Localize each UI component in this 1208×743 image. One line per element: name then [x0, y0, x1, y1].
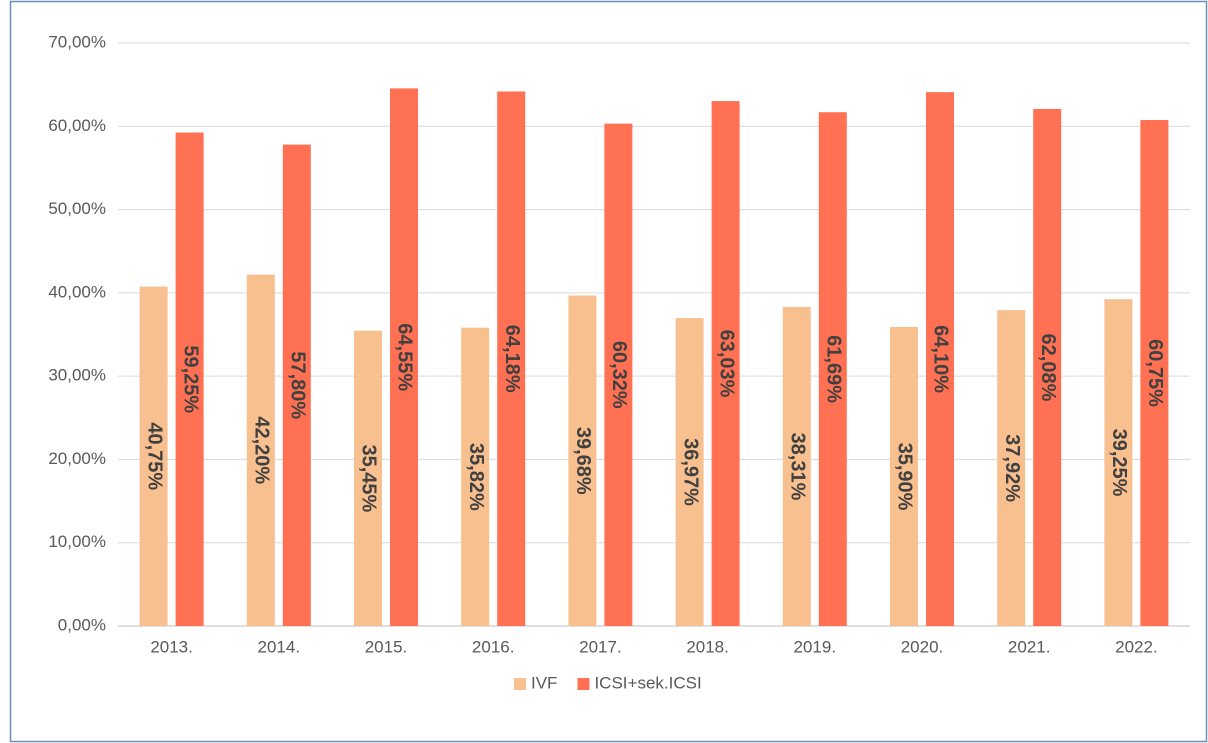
value-label: 57,80%: [287, 351, 309, 419]
x-tick-label: 2015.: [365, 637, 408, 656]
bar: [246, 274, 275, 626]
bar: [675, 318, 704, 626]
bar: [1140, 120, 1169, 627]
x-tick-label: 2017.: [579, 637, 622, 656]
x-tick-label: 2014.: [258, 637, 301, 656]
value-label: 40,75%: [143, 422, 165, 490]
value-label: 62,08%: [1037, 334, 1059, 402]
value-label: 59,25%: [179, 345, 201, 413]
bar: [139, 286, 168, 626]
bar: [390, 88, 418, 626]
bar: [890, 327, 918, 626]
bar: [461, 327, 490, 626]
value-label: 37,92%: [1001, 434, 1023, 502]
bar: [997, 310, 1026, 626]
y-tick-label: 50,00%: [48, 199, 106, 218]
value-label: 35,45%: [358, 444, 380, 512]
value-label: 35,82%: [465, 443, 487, 511]
y-tick-label: 0,00%: [58, 615, 106, 634]
value-label: 39,25%: [1108, 429, 1130, 497]
y-tick-label: 40,00%: [48, 282, 106, 301]
y-tick-label: 60,00%: [48, 116, 106, 135]
bar: [354, 330, 382, 626]
x-tick-label: 2019.: [794, 637, 837, 656]
bar: [818, 112, 847, 626]
value-label: 39,68%: [572, 427, 594, 495]
y-tick-label: 70,00%: [48, 32, 106, 51]
bar: [282, 144, 311, 626]
legend-swatch: [577, 678, 590, 690]
x-tick-label: 2016.: [472, 637, 515, 656]
value-label: 42,20%: [251, 416, 273, 484]
value-label: 60,32%: [608, 341, 630, 409]
value-label: 64,55%: [394, 323, 416, 391]
bar: [1033, 108, 1062, 627]
value-label: 35,90%: [894, 443, 916, 511]
bar: [782, 306, 811, 626]
value-label: 61,69%: [823, 335, 845, 403]
y-tick-label: 30,00%: [48, 366, 106, 385]
bar: [175, 132, 204, 626]
x-tick-label: 2020.: [901, 637, 944, 656]
legend-swatch: [514, 678, 526, 690]
value-label: 36,97%: [679, 438, 701, 506]
bar: [497, 91, 526, 626]
bar: [1104, 299, 1133, 626]
bar: [568, 295, 597, 626]
x-tick-label: 2021.: [1008, 637, 1051, 656]
value-label: 60,75%: [1144, 339, 1166, 407]
value-label: 64,10%: [930, 325, 952, 393]
value-label: 38,31%: [787, 433, 809, 501]
value-label: 64,18%: [501, 325, 523, 393]
bar: [711, 101, 740, 626]
x-tick-label: 2013.: [150, 637, 193, 656]
x-tick-label: 2018.: [686, 637, 729, 656]
legend-label: IVF: [531, 673, 557, 692]
bar: [926, 92, 954, 627]
y-tick-label: 10,00%: [48, 532, 106, 551]
value-label: 63,03%: [715, 330, 737, 398]
y-tick-label: 20,00%: [48, 449, 106, 468]
legend-label: ICSI+sek.ICSI: [594, 673, 701, 692]
bar: [604, 123, 633, 626]
x-tick-label: 2022.: [1115, 637, 1158, 656]
